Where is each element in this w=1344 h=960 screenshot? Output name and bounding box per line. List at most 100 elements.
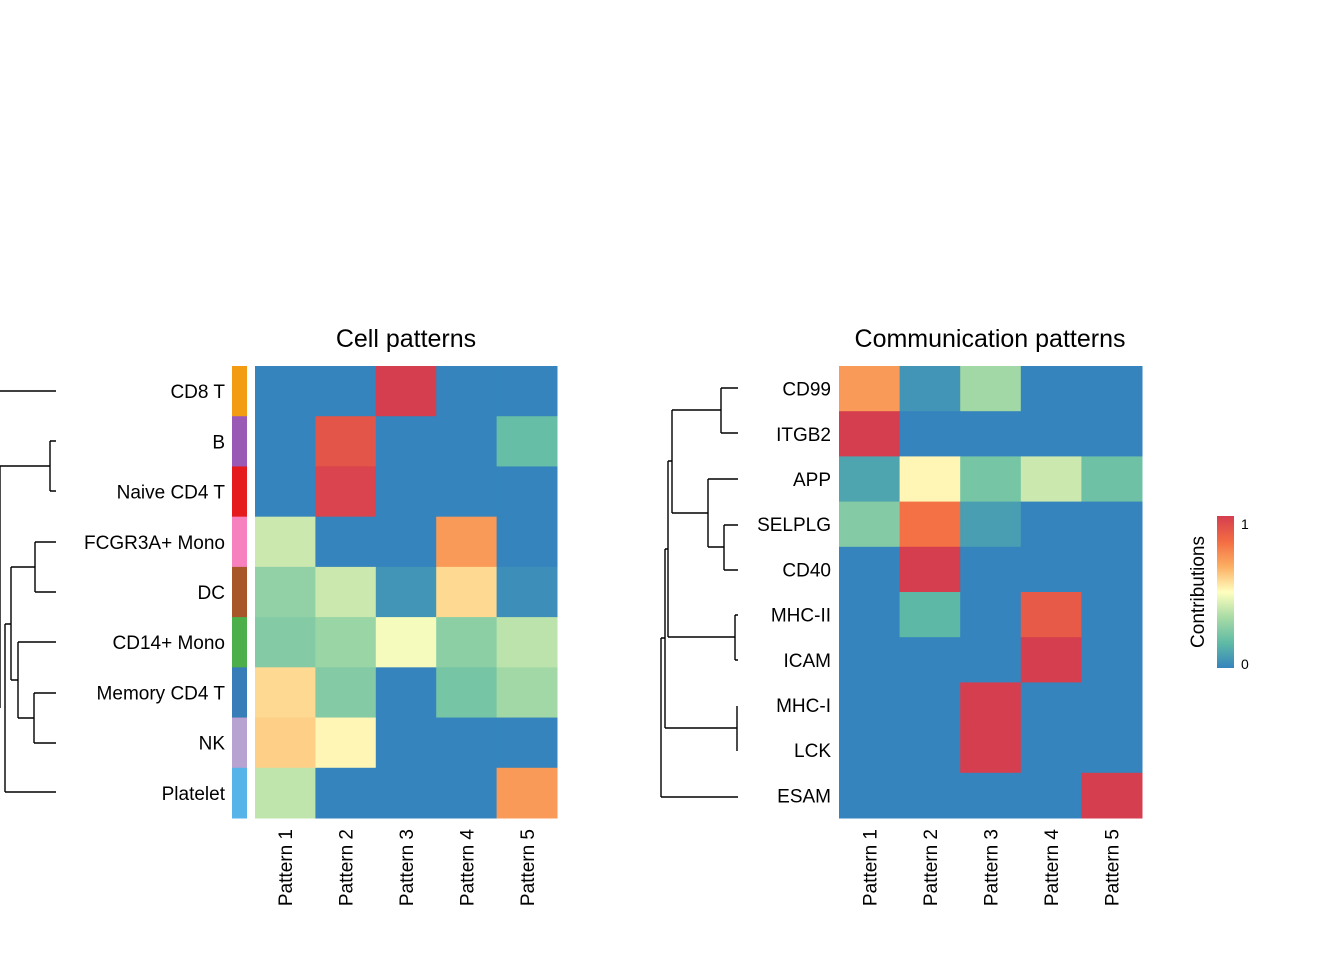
cell-platelet-pattern-5 (496, 767, 558, 819)
cell-column-labels: Pattern 1 Pattern 2 Pattern 3 Pattern 4 Patt… (276, 829, 539, 907)
cell-mhc-i-pattern-4 (1020, 682, 1082, 729)
cell-cd40-pattern-5 (1081, 546, 1143, 593)
legend-max-label: 1 (1241, 516, 1249, 532)
column-label-pattern-1: Pattern 1 (276, 829, 297, 906)
cell-icam-pattern-2 (899, 637, 961, 683)
cell-app-pattern-5 (1081, 456, 1143, 503)
row-label-cd8-t: CD8 T (170, 382, 225, 403)
cell-mhc-ii-pattern-3 (960, 592, 1022, 638)
column-label-pattern-2: Pattern 2 (337, 829, 358, 906)
cell-cd8-t-pattern-2 (315, 366, 377, 417)
row-label-dc: DC (198, 583, 225, 604)
cell-b-pattern-4 (436, 416, 498, 467)
cell-cd14-mono-pattern-5 (496, 617, 558, 668)
cell-patterns-title: Cell patterns (336, 325, 476, 353)
cell-cd8-t-pattern-4 (436, 366, 498, 417)
cell-cd40-pattern-3 (960, 546, 1022, 593)
legend-min-label: 0 (1241, 656, 1249, 672)
cell-cd40-pattern-2 (899, 546, 961, 593)
row-label-cd40: CD40 (782, 560, 831, 581)
cell-selplg-pattern-2 (899, 501, 961, 548)
cell-platelet-pattern-2 (315, 767, 377, 819)
column-label-pattern-1: Pattern 1 (860, 829, 881, 906)
legend-title: Contributions (1188, 536, 1209, 648)
cell-fcgr3a-mono-pattern-4 (436, 516, 498, 568)
dendro-branch-memory-nk (33, 692, 56, 744)
cell-naive-cd4-t-pattern-3 (375, 466, 437, 518)
row-label-memory-cd4-t: Memory CD4 T (97, 683, 226, 704)
cell-b-pattern-3 (375, 416, 437, 467)
cell-b-pattern-2 (315, 416, 377, 467)
cell-esam-pattern-4 (1020, 772, 1082, 819)
cell-cd14-mono-pattern-2 (315, 617, 377, 668)
cell-icam-pattern-5 (1081, 637, 1143, 683)
communication-row-dendrogram (660, 387, 738, 798)
cell-app-pattern-3 (960, 456, 1022, 503)
annotation-fcgr3a-mono (232, 516, 247, 568)
cell-mhc-ii-pattern-2 (899, 592, 961, 638)
cell-app-pattern-1 (839, 456, 901, 503)
cell-naive-cd4-t-pattern-1 (255, 466, 316, 518)
dendro-branch-fcgr3a-dc (34, 541, 56, 593)
cell-cd8-t-pattern-3 (375, 366, 437, 417)
cell-naive-cd4-t-pattern-2 (315, 466, 377, 518)
column-label-pattern-3: Pattern 3 (982, 829, 1003, 906)
cell-lck-pattern-5 (1081, 727, 1143, 774)
cell-platelet-pattern-3 (375, 767, 437, 819)
cell-row-dendrogram (0, 390, 56, 793)
cell-cd99-pattern-2 (899, 366, 961, 412)
cell-fcgr3a-mono-pattern-2 (315, 516, 377, 568)
cell-memory-cd4-t-pattern-4 (436, 667, 498, 719)
cell-nk-pattern-2 (315, 717, 377, 769)
cell-cd8-t-pattern-1 (255, 366, 316, 417)
cell-b-pattern-1 (255, 416, 316, 467)
dendro-branch-cd14-memnk (17, 641, 56, 719)
cell-b-pattern-5 (496, 416, 558, 467)
annotation-nk (232, 717, 247, 769)
cell-mhc-ii-pattern-4 (1020, 592, 1082, 638)
column-label-pattern-5: Pattern 5 (518, 829, 539, 906)
cell-nk-pattern-4 (436, 717, 498, 769)
cell-itgb2-pattern-1 (839, 411, 901, 457)
row-label-cd14-mono: CD14+ Mono (113, 633, 225, 654)
cell-naive-cd4-t-pattern-4 (436, 466, 498, 518)
cell-memory-cd4-t-pattern-3 (375, 667, 437, 719)
cell-cd14-mono-pattern-3 (375, 617, 437, 668)
annotation-cd14-mono (232, 617, 247, 668)
annotation-dc (232, 566, 247, 618)
row-label-naive-cd4-t: Naive CD4 T (117, 483, 226, 504)
row-label-platelet: Platelet (162, 784, 226, 805)
cell-heatmap-cells (255, 366, 558, 819)
cell-cd40-pattern-1 (839, 546, 901, 593)
cell-cd99-pattern-5 (1081, 366, 1143, 412)
cell-lck-pattern-3 (960, 727, 1022, 774)
dendro-branch-mid (664, 548, 737, 729)
cell-selplg-pattern-1 (839, 501, 901, 548)
row-label-nk: NK (199, 734, 226, 755)
cell-dc-pattern-3 (375, 566, 437, 618)
dendro-branch-platelet (4, 623, 56, 793)
cell-app-pattern-4 (1020, 456, 1082, 503)
cell-patterns-heatmap: Cell patterns CD8 T B Naive CD4 T FCGR3A+ M… (0, 325, 558, 906)
cell-selplg-pattern-5 (1081, 501, 1143, 548)
cell-esam-pattern-3 (960, 772, 1022, 819)
column-label-pattern-2: Pattern 2 (921, 829, 942, 906)
cell-fcgr3a-mono-pattern-1 (255, 516, 316, 568)
cell-cd99-pattern-1 (839, 366, 901, 412)
cell-dc-pattern-4 (436, 566, 498, 618)
cell-memory-cd4-t-pattern-1 (255, 667, 316, 719)
row-label-itgb2: ITGB2 (776, 425, 831, 446)
cell-cd8-t-pattern-5 (496, 366, 558, 417)
cell-type-annotation-bar (232, 366, 247, 819)
row-label-mhc-ii: MHC-II (771, 606, 831, 627)
dendro-branch-upper (667, 460, 735, 638)
row-label-esam: ESAM (777, 786, 831, 807)
contributions-legend: 1 0 Contributions (1188, 516, 1249, 672)
cell-cd14-mono-pattern-4 (436, 617, 498, 668)
dendro-branch-selplg-cd40 (723, 524, 738, 571)
row-label-selplg: SELPLG (757, 515, 831, 536)
column-label-pattern-3: Pattern 3 (397, 829, 418, 906)
dendro-branch-mhcii-icam (734, 614, 738, 661)
row-label-app: APP (793, 470, 831, 491)
